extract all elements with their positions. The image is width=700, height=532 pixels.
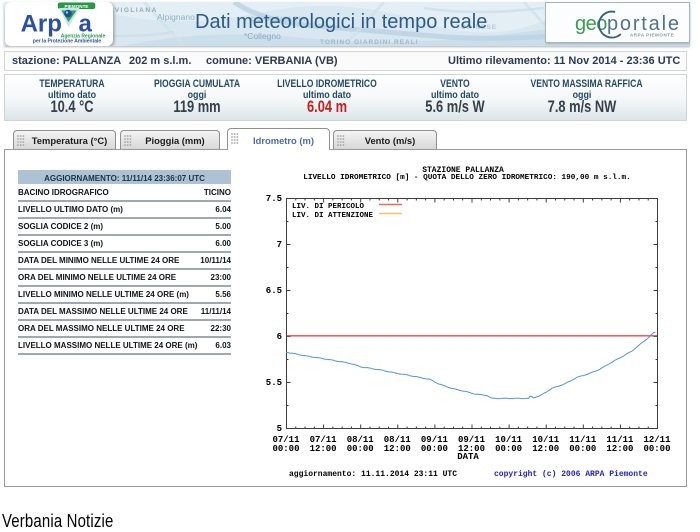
svg-text:00:00: 00:00 [495, 444, 522, 454]
svg-text:12:00: 12:00 [458, 444, 485, 454]
svg-text:LIV. DI ATTENZIONE: LIV. DI ATTENZIONE [292, 212, 374, 220]
svg-text:LIVELLO IDROMETRICO [m] - QUOT: LIVELLO IDROMETRICO [m] - QUOTA DELLO ZE… [303, 174, 631, 182]
svg-text:6.5: 6.5 [266, 286, 282, 296]
svg-text:07/11: 07/11 [310, 435, 338, 445]
svg-text:Arp: Arp [21, 10, 62, 37]
svg-text:09/11: 09/11 [421, 435, 449, 445]
svg-text:00:00: 00:00 [421, 444, 448, 454]
svg-text:12/11: 12/11 [643, 435, 671, 445]
svg-text:5: 5 [277, 424, 282, 434]
svg-text:STAZIONE PALLANZA: STAZIONE PALLANZA [422, 166, 504, 175]
svg-text:a: a [79, 10, 93, 37]
svg-text:portale: portale [607, 13, 681, 35]
svg-text:09/11: 09/11 [458, 435, 486, 445]
svg-text:12:00: 12:00 [310, 444, 337, 454]
svg-text:7: 7 [277, 240, 282, 250]
svg-text:Agenzia Regionale: Agenzia Regionale [61, 33, 106, 39]
svg-text:08/11: 08/11 [347, 435, 375, 445]
svg-text:per la Protezione Ambientale: per la Protezione Ambientale [33, 39, 102, 45]
svg-text:00:00: 00:00 [272, 444, 299, 454]
svg-text:10/11: 10/11 [495, 435, 523, 445]
svg-text:LIV. DI PERICOLO: LIV. DI PERICOLO [292, 203, 365, 211]
svg-text:00:00: 00:00 [569, 444, 596, 454]
svg-text:10/11: 10/11 [532, 435, 560, 445]
svg-text:12:00: 12:00 [532, 444, 559, 454]
svg-text:7.5: 7.5 [266, 194, 282, 204]
svg-text:6: 6 [277, 332, 282, 342]
svg-text:DATA: DATA [457, 452, 479, 462]
svg-text:12:00: 12:00 [606, 444, 633, 454]
svg-text:5.5: 5.5 [266, 378, 282, 388]
svg-text:00:00: 00:00 [643, 444, 670, 454]
svg-text:00:00: 00:00 [347, 444, 374, 454]
svg-text:07/11: 07/11 [272, 435, 300, 445]
svg-text:copyright (c) 2006 ARPA Piemon: copyright (c) 2006 ARPA Piemonte [494, 470, 648, 479]
svg-text:11/11: 11/11 [606, 435, 634, 445]
svg-text:11/11: 11/11 [569, 435, 597, 445]
svg-text:PIEMONTE: PIEMONTE [65, 4, 89, 9]
svg-text:ARPA PIEMONTE: ARPA PIEMONTE [630, 33, 674, 38]
svg-text:12:00: 12:00 [384, 444, 411, 454]
svg-text:08/11: 08/11 [384, 435, 412, 445]
svg-text:aggiornamento: 11.11.2014 23:1: aggiornamento: 11.11.2014 23:11 UTC [289, 470, 457, 479]
